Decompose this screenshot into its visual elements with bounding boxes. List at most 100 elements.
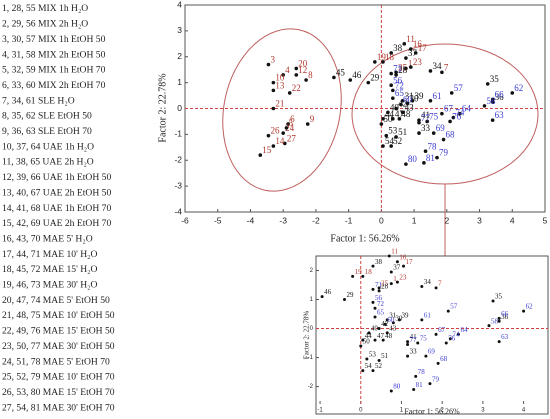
point [409,65,413,69]
point-label: 35 [490,74,500,84]
point-label: 64 [462,104,472,114]
x-tick-label: 3 [477,215,482,225]
sample-entry: 12, 39, 66 UAE 1h EtOH 50 [2,172,111,183]
point-label: 34 [424,278,432,286]
point [377,289,381,293]
sample-entry: 8, 35, 62 SLE EtOH 50 [2,111,92,122]
y-tick-label: -4 [174,206,182,216]
point [405,101,410,106]
y-tick-label: -2 [308,384,314,390]
point-label: 74 [452,330,460,338]
point-label: 80 [393,383,401,391]
point [271,88,276,93]
point [361,338,365,342]
point [283,141,287,146]
point [377,327,381,331]
point-label: 71 [393,64,402,74]
point [456,332,460,336]
point [373,338,377,342]
point-label: 60 [403,95,413,105]
point-label: 31 [389,311,397,319]
point [287,91,292,95]
point-label: 38 [375,258,383,266]
point-label: 7 [438,280,442,288]
point [441,137,446,142]
sample-entry: 4, 31, 58 MIX 2h EtOH 50 [2,49,106,60]
point-label: 37 [408,48,418,58]
point [389,144,393,148]
point-label: 71 [375,281,383,289]
sample-entry: 26, 53, 80 MAE 15' EtOH 70 [2,387,115,398]
point-label: 51 [381,352,389,360]
point [266,62,271,67]
point-label: 66 [495,90,505,100]
inset-y-label: Factor 2: 22.78% [303,311,311,360]
x-tick-label: -4 [247,215,255,225]
y-tick-label: 0 [310,326,314,332]
point [400,110,405,115]
y-tick-label: -2 [174,155,182,165]
point [490,97,495,102]
point-label: 61 [424,311,432,319]
point [440,70,444,75]
point [389,71,393,76]
x-tick-label: 2 [444,215,449,225]
point-label: 45 [336,68,346,78]
point-label: 43 [405,102,415,112]
point [371,300,375,304]
point [423,149,428,153]
point [420,284,424,288]
sample-entry: 11, 38, 65 UAE 2h H₂O [2,157,94,168]
point [385,331,389,335]
inset-x-label: Factor 1: 56.26% [404,407,460,416]
point-label: 79 [432,375,440,383]
point-label: 19 [355,268,363,276]
point [394,73,398,77]
point-label: 5 [288,118,293,128]
point-label: 28 [381,282,389,290]
point-label: 43 [389,325,397,333]
sample-entry: 20, 47, 74 MAE 5' EtOH 50 [2,295,110,306]
point-label: 23 [413,57,423,67]
point-label: 15 [262,145,272,155]
point [391,96,395,100]
point-label: 78 [418,368,426,376]
point [402,42,407,46]
point-label: 67 [444,104,454,114]
point-label: 62 [526,303,534,311]
point [428,98,433,103]
sample-entry: 10, 37, 64 UAE 1h H₂O [2,141,94,152]
point [446,309,450,313]
point-label: 76 [452,112,462,122]
point-label: 11 [406,34,415,44]
point [425,119,429,124]
point [400,98,405,103]
sample-entry: 23, 50, 77 MAE 30' EtOH 50 [2,341,115,352]
x-axis-label: Factor 1: 56.26% [330,233,399,244]
sample-entry: 14, 41, 68 UAE 1h EtOH 70 [2,203,111,214]
sample-list: 1, 28, 55 MIX 1h H₂O 2, 29, 56 MIX 2h H₂O… [2,3,115,413]
sample-entry: 16, 43, 70 MAE 5' H₂O [2,233,93,244]
point-label: 79 [439,148,449,158]
point [351,274,355,278]
point [381,338,385,342]
y-tick-label: 1 [177,77,182,87]
y-tick-label: 4 [177,0,182,9]
x-tick-label: 0 [359,408,363,414]
point [394,135,398,139]
point [497,319,501,323]
point-label: 62 [514,83,523,93]
point-label: 21 [275,99,284,109]
point [365,357,369,361]
point-label: 66 [501,310,509,318]
point-label: 75 [420,335,428,343]
point [286,122,290,126]
point [448,337,452,341]
sample-entry: 6, 33, 60 MIX 2h EtOH 70 [2,80,106,91]
point [440,111,444,116]
point [424,354,428,358]
point [258,153,263,157]
x-tick-label: -1 [317,408,323,414]
point-label: 67 [438,326,446,334]
